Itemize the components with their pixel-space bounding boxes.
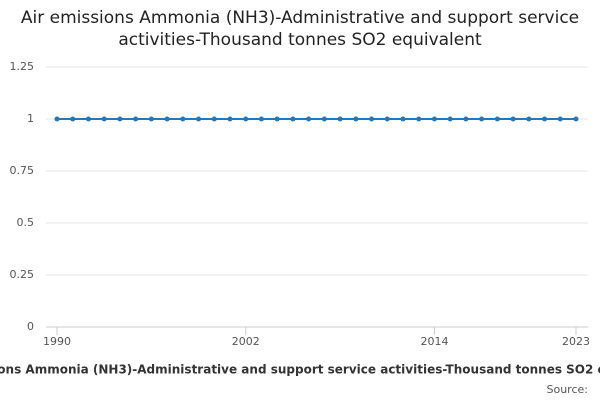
legend-label: Air emissions Ammonia (NH3)-Administrati… — [0, 363, 600, 377]
point — [85, 116, 91, 122]
point — [306, 116, 312, 122]
point — [148, 116, 154, 122]
point — [54, 116, 60, 122]
point — [369, 116, 375, 122]
point — [180, 116, 186, 122]
y-tick-label: 0.25 — [10, 268, 35, 281]
y-tick-label: 1.25 — [10, 60, 35, 73]
point — [542, 116, 548, 122]
point — [196, 116, 202, 122]
y-tick-label: 0 — [27, 320, 34, 333]
point — [211, 116, 217, 122]
point — [243, 116, 249, 122]
x-tick-label: 1990 — [43, 335, 71, 348]
point — [400, 116, 406, 122]
x-tick-label: 2002 — [232, 335, 260, 348]
point — [479, 116, 485, 122]
point — [101, 116, 107, 122]
y-tick-label: 0.5 — [17, 216, 35, 229]
x-tick-label: 2014 — [420, 335, 448, 348]
point — [321, 116, 327, 122]
point — [526, 116, 532, 122]
point — [274, 116, 280, 122]
point — [447, 116, 453, 122]
source: Source: — [547, 383, 589, 396]
point — [133, 116, 139, 122]
point — [258, 116, 264, 122]
point — [290, 116, 296, 122]
point — [337, 116, 343, 122]
y-tick-label: 0.75 — [10, 164, 35, 177]
point — [573, 116, 579, 122]
point — [164, 116, 170, 122]
point — [384, 116, 390, 122]
point — [353, 116, 359, 122]
x-tick-label: 2023 — [562, 335, 590, 348]
y-tick-label: 1 — [27, 112, 34, 125]
point — [117, 116, 123, 122]
point — [416, 116, 422, 122]
point — [463, 116, 469, 122]
point — [494, 116, 500, 122]
point — [510, 116, 516, 122]
point — [557, 116, 563, 122]
chart-title: Air emissions Ammonia (NH3)-Administrati… — [21, 8, 579, 50]
point — [431, 116, 437, 122]
point — [227, 116, 233, 122]
point — [70, 116, 76, 122]
